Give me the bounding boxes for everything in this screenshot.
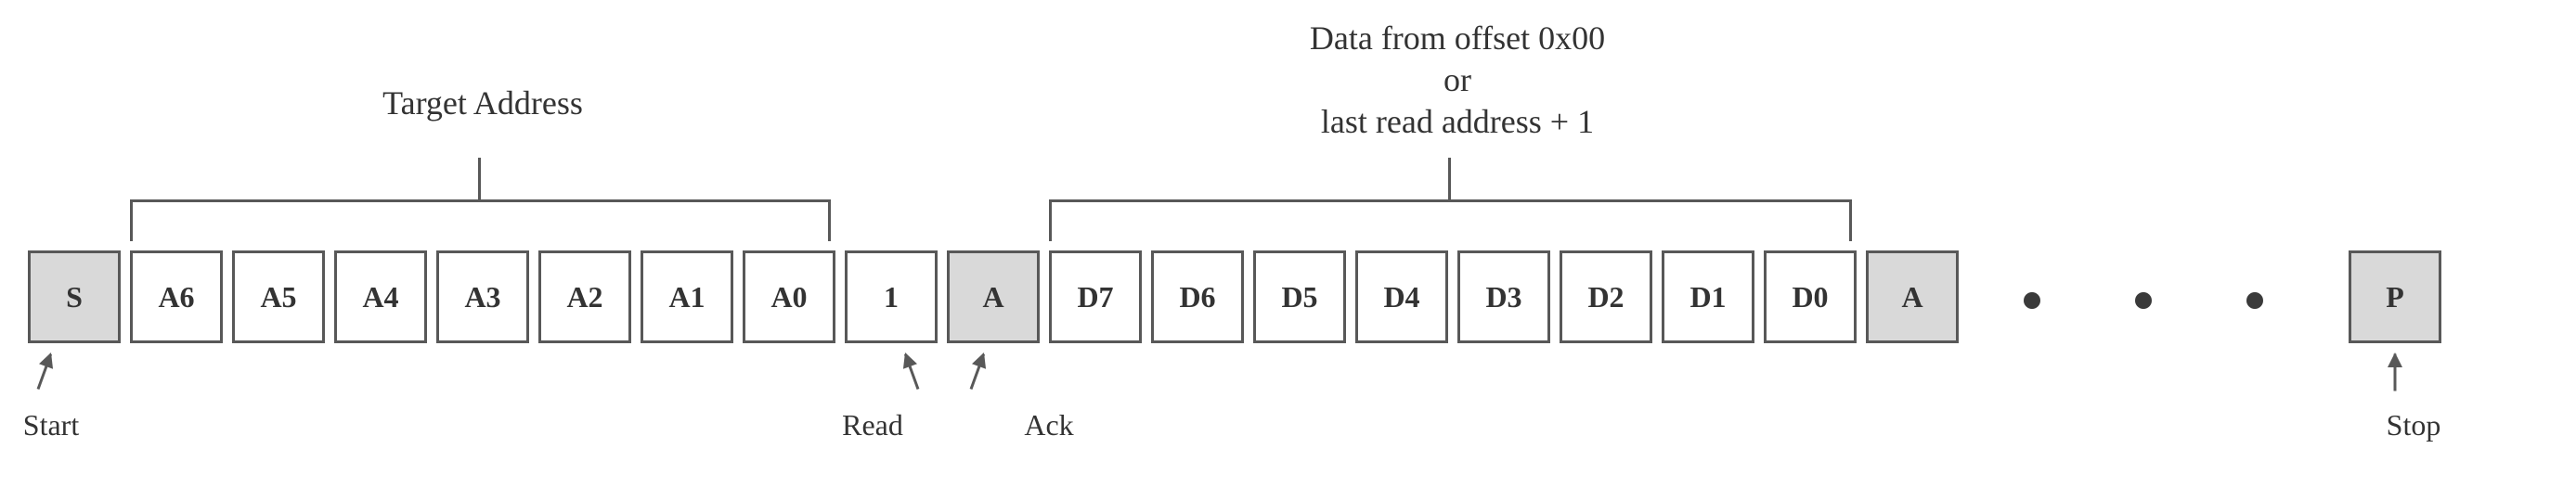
cell-14: D3 bbox=[1457, 250, 1550, 343]
cell-1: A6 bbox=[130, 250, 223, 343]
bracket-address bbox=[130, 199, 831, 241]
stop-cell: P bbox=[2349, 250, 2441, 343]
continuation-dot-1 bbox=[2135, 292, 2152, 309]
footer-ack-arrow-head bbox=[972, 350, 991, 369]
footer-read-arrow-head bbox=[898, 350, 917, 369]
bracket-address-stem bbox=[478, 158, 481, 199]
continuation-dot-2 bbox=[2246, 292, 2263, 309]
cell-15: D2 bbox=[1560, 250, 1652, 343]
cell-6: A1 bbox=[641, 250, 733, 343]
footer-read-label: Read bbox=[817, 408, 928, 442]
cell-3: A4 bbox=[334, 250, 427, 343]
cell-10: D7 bbox=[1049, 250, 1142, 343]
title-data-line1: Data from offset 0x00 bbox=[1262, 19, 1652, 58]
cell-17: D0 bbox=[1764, 250, 1857, 343]
footer-ack-label: Ack bbox=[993, 408, 1105, 442]
title-address: Target Address bbox=[288, 83, 678, 122]
cell-0: S bbox=[28, 250, 121, 343]
continuation-dot-0 bbox=[2024, 292, 2040, 309]
cell-8: 1 bbox=[845, 250, 938, 343]
cell-11: D6 bbox=[1151, 250, 1244, 343]
bracket-data-stem bbox=[1448, 158, 1451, 199]
cell-12: D5 bbox=[1253, 250, 1346, 343]
cell-16: D1 bbox=[1662, 250, 1754, 343]
cell-4: A3 bbox=[436, 250, 529, 343]
title-data-line2: or bbox=[1262, 60, 1652, 99]
bracket-data bbox=[1049, 199, 1852, 241]
footer-stop-label: Stop bbox=[2358, 408, 2469, 442]
footer-stop-arrow-head bbox=[2388, 352, 2402, 367]
cell-5: A2 bbox=[538, 250, 631, 343]
cell-18: A bbox=[1866, 250, 1959, 343]
title-data-line3: last read address + 1 bbox=[1262, 102, 1652, 141]
cell-7: A0 bbox=[743, 250, 835, 343]
footer-start-arrow-head bbox=[39, 350, 58, 369]
cell-13: D4 bbox=[1355, 250, 1448, 343]
footer-start-label: Start bbox=[0, 408, 107, 442]
cell-2: A5 bbox=[232, 250, 325, 343]
cell-9: A bbox=[947, 250, 1040, 343]
